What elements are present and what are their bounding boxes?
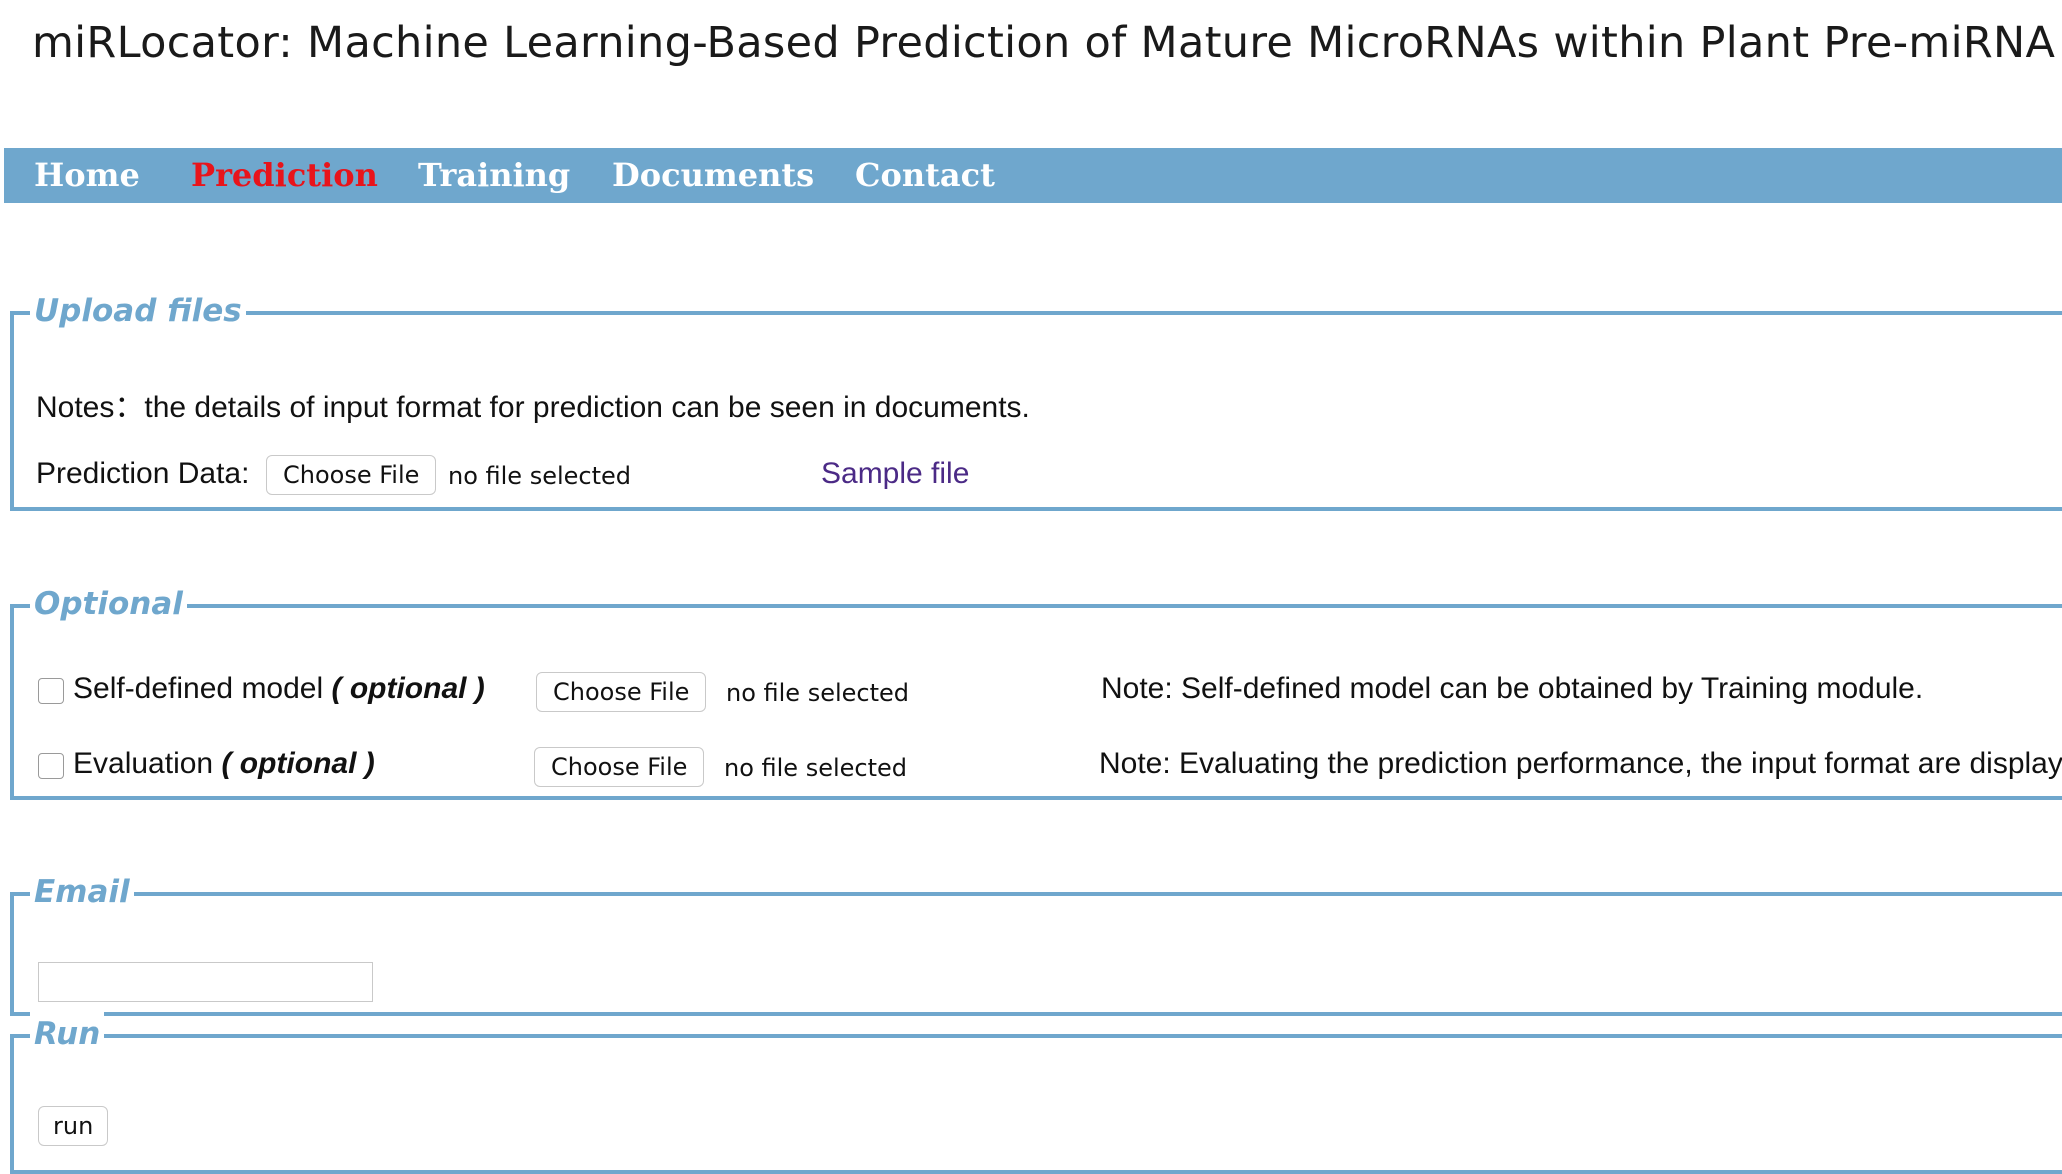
evaluation-optional-tag: ( optional ) (221, 747, 375, 780)
self-defined-model-checkbox[interactable] (38, 678, 64, 704)
self-defined-file-status: no file selected (726, 679, 910, 707)
email-section: Email (10, 862, 2062, 1016)
optional-legend: Optional (30, 574, 187, 634)
page-title: miRLocator: Machine Learning-Based Predi… (32, 18, 2056, 68)
evaluation-text: Evaluation (73, 747, 214, 780)
optional-section: Optional Self-defined model ( optional )… (10, 574, 2062, 800)
email-input[interactable] (38, 962, 373, 1002)
prediction-data-label: Prediction Data: (36, 457, 250, 490)
run-button[interactable]: run (38, 1106, 109, 1146)
evaluation-file-status: no file selected (724, 754, 908, 782)
evaluation-label: Evaluation ( optional ) (73, 747, 375, 781)
self-defined-model-label: Self-defined model ( optional ) (73, 672, 485, 706)
self-defined-model-text: Self-defined model (73, 672, 324, 705)
prediction-choose-file-button[interactable]: Choose File (266, 455, 437, 495)
prediction-file-status: no file selected (448, 462, 632, 490)
nav-training[interactable]: Training (418, 156, 571, 194)
self-defined-choose-file-button[interactable]: Choose File (536, 672, 707, 712)
nav-home[interactable]: Home (34, 156, 140, 194)
self-defined-note: Note: Self-defined model can be obtained… (1101, 672, 1924, 705)
self-defined-optional-tag: ( optional ) (331, 672, 485, 705)
run-legend: Run (30, 1004, 105, 1064)
evaluation-checkbox[interactable] (38, 753, 64, 779)
nav-prediction[interactable]: Prediction (191, 156, 378, 194)
evaluation-choose-file-button[interactable]: Choose File (534, 747, 705, 787)
nav-contact[interactable]: Contact (855, 156, 995, 194)
sample-file-link[interactable]: Sample file (821, 457, 970, 490)
nav-documents[interactable]: Documents (612, 156, 815, 194)
upload-files-legend: Upload files (30, 281, 246, 341)
run-section: Run run (10, 1004, 2062, 1174)
evaluation-note: Note: Evaluating the prediction performa… (1099, 747, 2062, 780)
upload-files-section: Upload files Notes：the details of input … (10, 281, 2062, 511)
upload-notes: Notes：the details of input format for pr… (36, 391, 1030, 424)
email-legend: Email (30, 862, 134, 922)
main-nav: Home Prediction Training Documents Conta… (4, 148, 2062, 203)
